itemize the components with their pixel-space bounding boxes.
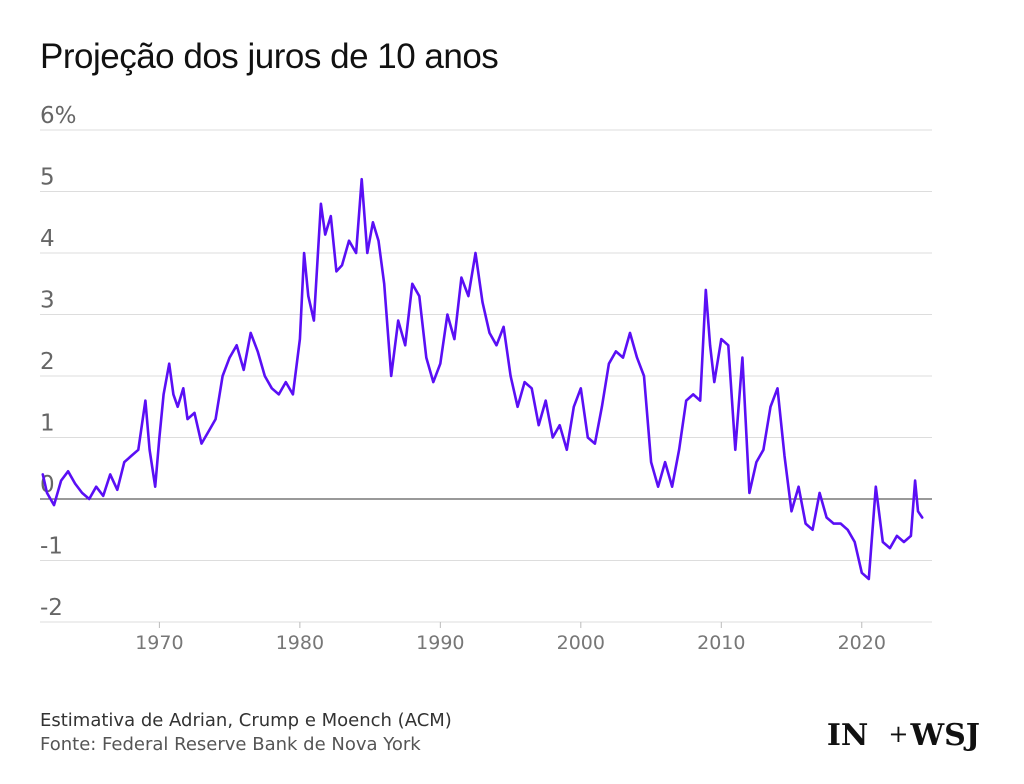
x-axis-ticks: 1970 1980 1990 2000 2010 2020: [135, 622, 886, 654]
y-tick-label: 3: [40, 288, 55, 314]
plus-sign: +: [888, 720, 909, 748]
footnote: Estimativa de Adrian, Crump e Moench (AC…: [40, 710, 452, 731]
x-tick-label: 2010: [697, 632, 745, 654]
x-tick-label: 2000: [557, 632, 605, 654]
rate-projection-line: [41, 177, 924, 581]
publisher-logos: IN +WSJ: [827, 718, 980, 753]
x-tick-label: 2020: [838, 632, 886, 654]
wsj-logo: WSJ: [910, 718, 980, 753]
source-note: Fonte: Federal Reserve Bank de Nova York: [40, 734, 421, 755]
y-tick-label: 4: [40, 226, 55, 252]
x-tick-label: 1990: [416, 632, 464, 654]
y-tick-label: 2: [40, 349, 55, 375]
y-tick-label: 5: [40, 165, 55, 191]
chart-title: Projeção dos juros de 10 anos: [40, 37, 499, 76]
in-logo: IN: [826, 718, 869, 753]
y-tick-label: 1: [40, 411, 55, 437]
grid-lines: [40, 129, 932, 623]
x-tick-label: 1970: [135, 632, 183, 654]
y-tick-label: -1: [40, 534, 63, 560]
y-tick-label: -2: [40, 595, 63, 621]
y-tick-label: 6%: [40, 103, 77, 129]
x-tick-label: 1980: [276, 632, 324, 654]
